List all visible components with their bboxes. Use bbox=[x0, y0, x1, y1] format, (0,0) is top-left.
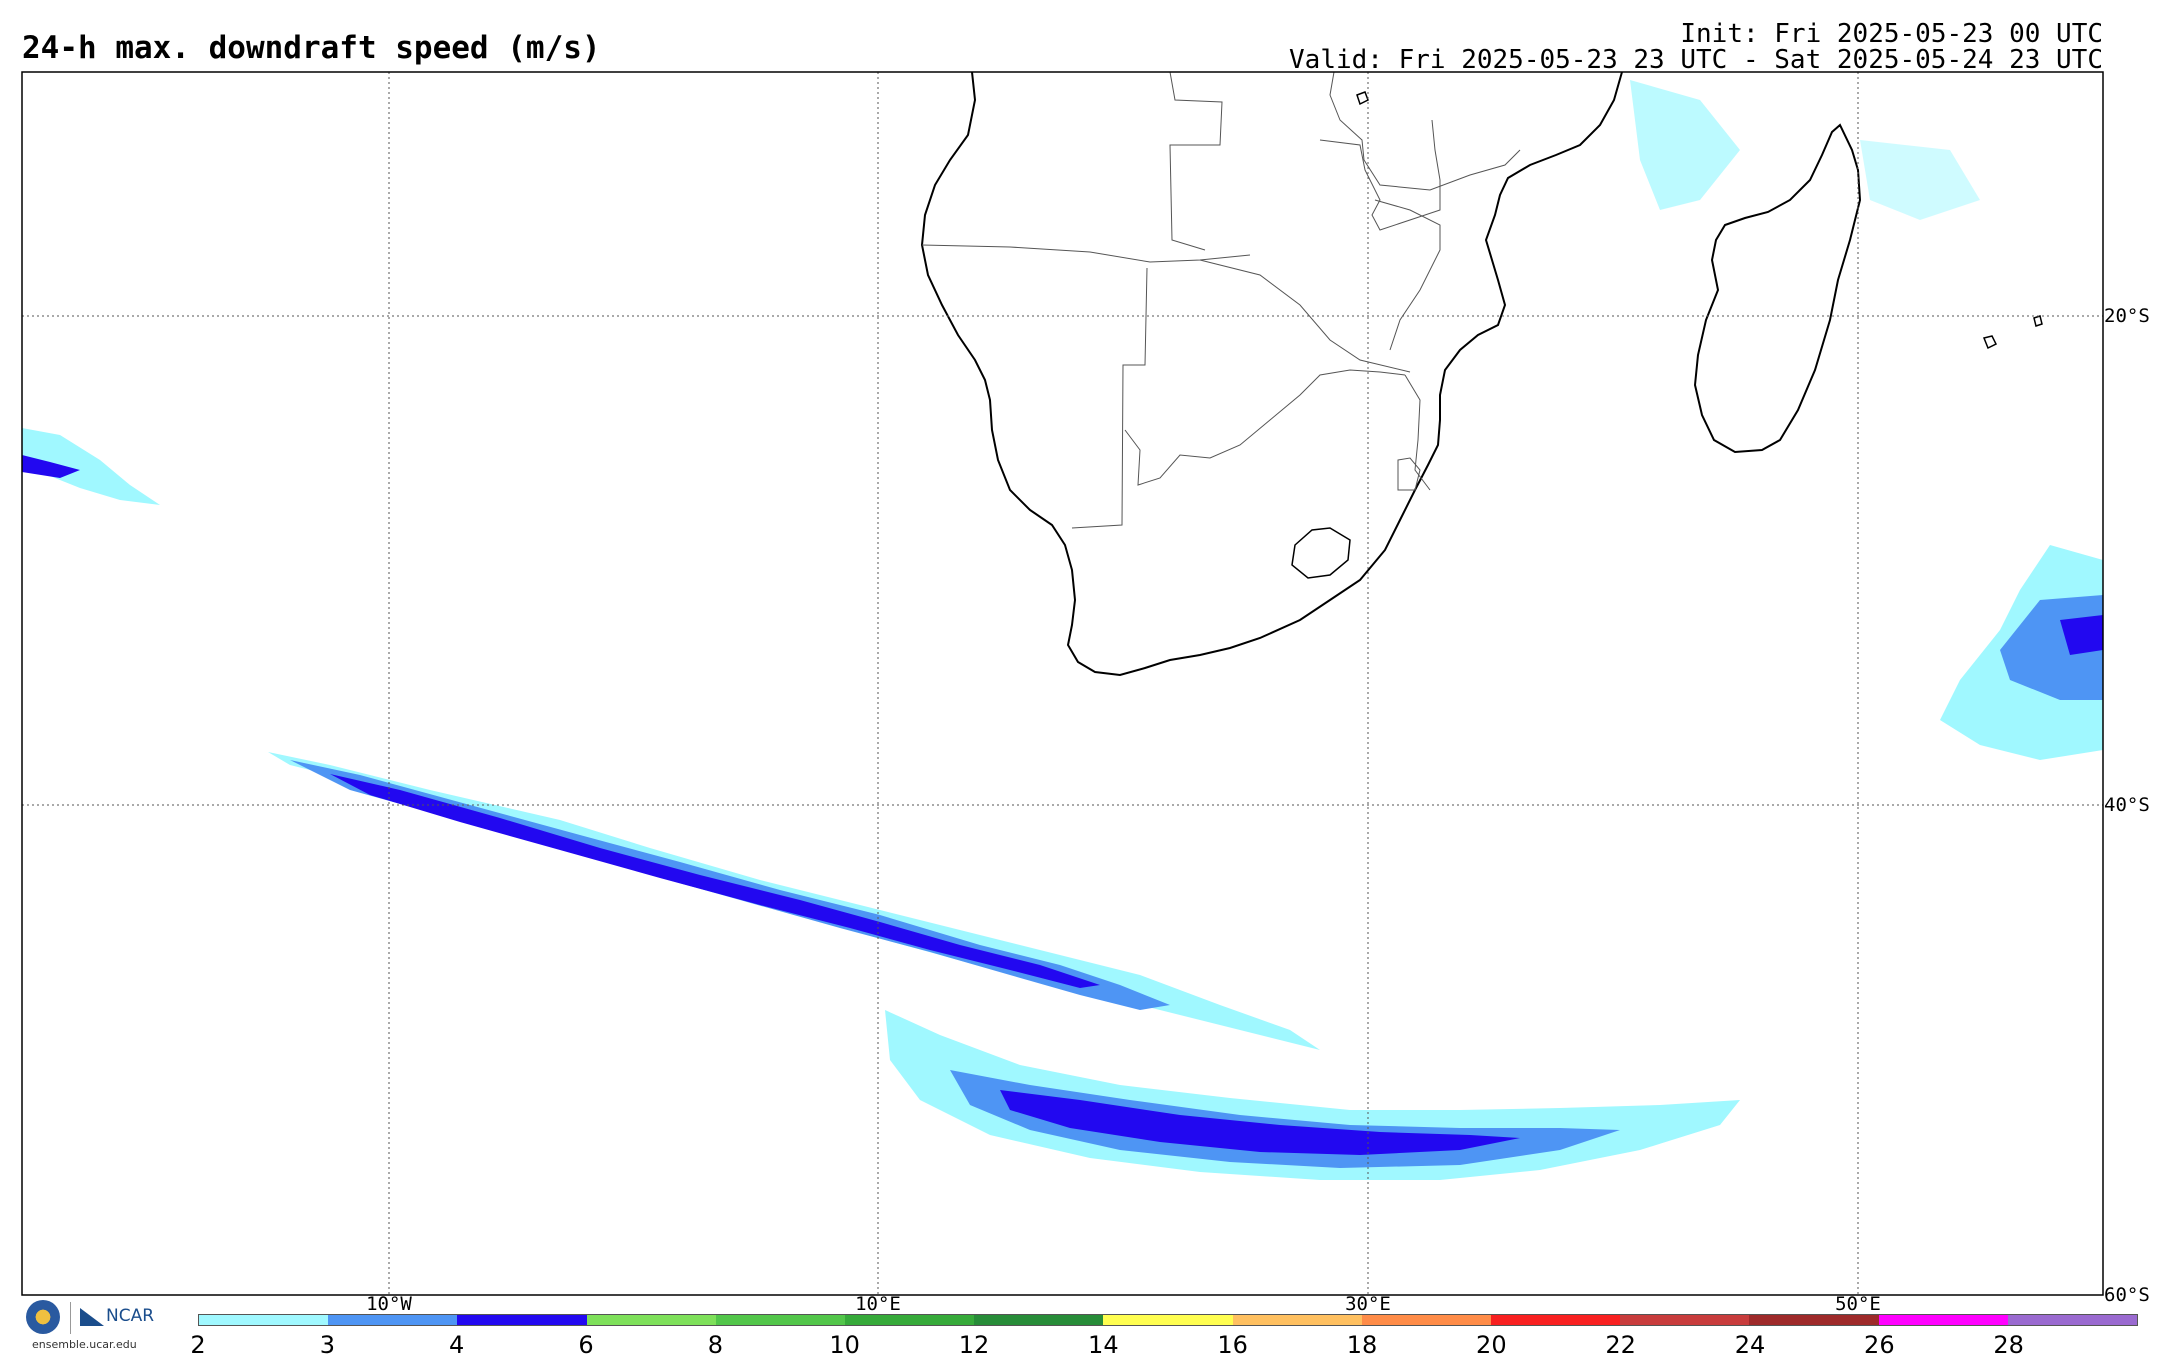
colorbar-tick-label: 16 bbox=[1217, 1331, 1248, 1359]
lon-label-10w: 10°W bbox=[366, 1293, 412, 1315]
border-botswana-south-africa bbox=[1124, 369, 1406, 486]
colorbar-tick-label: 18 bbox=[1346, 1331, 1378, 1359]
colorbar-tick-label: 12 bbox=[958, 1331, 990, 1359]
colorbar-cell bbox=[1491, 1315, 1621, 1325]
lon-label-30e: 30°E bbox=[1345, 1293, 1391, 1315]
island-reunion bbox=[2033, 315, 2043, 327]
ncar-logo-icon bbox=[80, 1308, 104, 1326]
colorbar-tick-label: 24 bbox=[1734, 1331, 1766, 1359]
downdraft-north-light bbox=[1630, 80, 1740, 210]
africa-coastline bbox=[920, 72, 1623, 677]
border-zambia-malawi bbox=[1319, 119, 1441, 231]
border-zambia-congo bbox=[1169, 72, 1223, 251]
colorbar-cell bbox=[974, 1315, 1104, 1325]
border-mozambique bbox=[1404, 374, 1431, 491]
colorbar-cell bbox=[845, 1315, 975, 1325]
colorbar-tick-label: 2 bbox=[190, 1331, 206, 1359]
logo-divider bbox=[70, 1302, 71, 1334]
madagascar-coastline bbox=[1693, 123, 1862, 454]
colorbar-tick-label: 6 bbox=[578, 1331, 594, 1359]
logos: NCAR ensemble.ucar.edu bbox=[24, 1298, 164, 1354]
downdraft-east-speckle bbox=[1860, 140, 1980, 220]
graticule bbox=[22, 72, 2103, 1295]
map-title: 24-h max. downdraft speed (m/s) bbox=[22, 30, 601, 66]
lat-label-40s: 40°S bbox=[2104, 794, 2150, 816]
colorbar-cell bbox=[1361, 1315, 1492, 1325]
colorbar-tick-label: 10 bbox=[829, 1331, 860, 1359]
colorbar-tick-label: 4 bbox=[449, 1331, 465, 1359]
colorbar-tick-label: 22 bbox=[1605, 1331, 1636, 1359]
downdraft-band-1-deep bbox=[330, 774, 1100, 988]
colorbar-cell bbox=[1232, 1315, 1362, 1325]
downdraft-band-2-deep bbox=[1000, 1090, 1520, 1155]
border-angola-namibia bbox=[921, 244, 1251, 263]
downdraft-shading bbox=[22, 80, 2103, 1180]
colorbar-cell bbox=[1878, 1315, 2008, 1325]
lat-label-20s: 20°S bbox=[2104, 305, 2150, 327]
init-time: Init: Fri 2025-05-23 00 UTC bbox=[1680, 19, 2103, 49]
colorbar-cell bbox=[2007, 1315, 2138, 1325]
lat-label-60s: 60°S bbox=[2104, 1284, 2150, 1306]
colorbar-cell bbox=[715, 1315, 846, 1325]
colorbar-tick-label: 20 bbox=[1476, 1331, 1507, 1359]
downdraft-east-deep bbox=[2060, 615, 2103, 655]
border-zimbabwe-mozambique bbox=[1374, 199, 1441, 351]
lon-label-10e: 10°E bbox=[855, 1293, 901, 1315]
coastlines bbox=[920, 72, 2043, 677]
valid-period: Valid: Fri 2025-05-23 23 UTC - Sat 2025-… bbox=[1289, 45, 2103, 75]
colorbar-cell bbox=[1620, 1315, 1750, 1325]
colorbar-cell bbox=[1103, 1315, 1233, 1325]
ncar-logo-text: NCAR bbox=[106, 1306, 155, 1326]
colorbar bbox=[198, 1314, 2138, 1326]
colorbar-tick-label: 28 bbox=[1993, 1331, 2024, 1359]
colorbar-tick-label: 3 bbox=[319, 1331, 335, 1359]
site-url: ensemble.ucar.edu bbox=[32, 1338, 137, 1351]
colorbar-cell bbox=[586, 1315, 716, 1325]
island-mauritius bbox=[1982, 335, 1998, 350]
nsf-logo-icon bbox=[26, 1300, 60, 1334]
colorbar-cell bbox=[1749, 1315, 1879, 1325]
downdraft-west-light bbox=[22, 428, 160, 505]
lesotho-outline bbox=[1291, 527, 1351, 579]
downdraft-west-deep bbox=[22, 455, 80, 478]
colorbar-tick-label: 26 bbox=[1864, 1331, 1895, 1359]
map-frame bbox=[21, 71, 2104, 1296]
lake-victoria bbox=[1356, 91, 1369, 106]
colorbar-tick-label: 14 bbox=[1088, 1331, 1119, 1359]
colorbar-cell bbox=[199, 1315, 329, 1325]
border-tanzania bbox=[1329, 72, 1521, 191]
colorbar-cell bbox=[457, 1315, 587, 1325]
colorbar-cell bbox=[328, 1315, 458, 1325]
border-namibia-botswana bbox=[1071, 267, 1148, 529]
lon-label-50e: 50°E bbox=[1835, 1293, 1881, 1315]
colorbar-tick-label: 8 bbox=[707, 1331, 723, 1359]
border-eswatini bbox=[1397, 457, 1421, 491]
